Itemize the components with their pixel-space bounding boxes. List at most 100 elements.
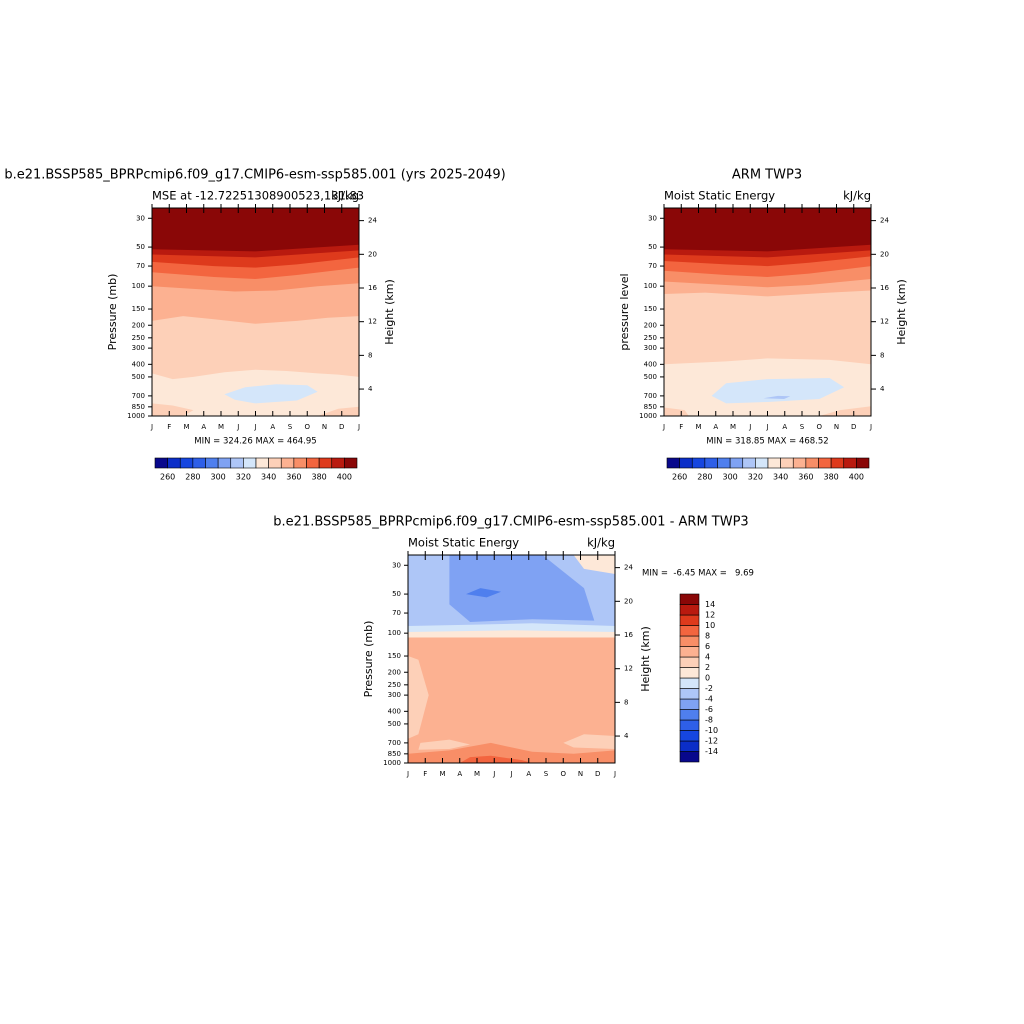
colorbar-label: 400: [849, 473, 864, 482]
colorbar-box: [306, 457, 320, 469]
y-tick-label: 150: [132, 305, 145, 313]
y-axis-label: Pressure (mb): [362, 621, 375, 698]
colorbar-label: 0: [705, 674, 710, 683]
colorbar-label: 4: [705, 653, 710, 662]
y-tick-label: 1000: [127, 412, 145, 420]
colorbar-box: [679, 698, 700, 710]
y2-tick-label: 8: [880, 351, 884, 359]
panel: b.e21.BSSP585_BPRPcmip6.f09_g17.CMIP6-es…: [273, 515, 754, 779]
colorbar-box: [179, 457, 194, 469]
colorbar-box: [755, 457, 769, 469]
colorbar-box: [268, 457, 282, 469]
colorbar-box: [679, 593, 700, 605]
contour-region: [449, 555, 595, 622]
y-tick-label: 500: [644, 373, 657, 381]
x-tick-label: O: [816, 423, 822, 431]
y-tick-label: 70: [392, 609, 401, 617]
x-tick-label: A: [526, 770, 531, 778]
panel: ARM TWP3 Moist Static Energy kJ/kg pressure…: [618, 168, 908, 482]
colorbar-box: [255, 457, 269, 469]
y2-tick-label: 16: [880, 284, 889, 292]
y-tick-label: 100: [132, 282, 145, 290]
contour-region: [664, 407, 689, 416]
x-tick-label: M: [695, 423, 701, 431]
colorbar-box: [679, 635, 700, 647]
colorbar-label: 320: [236, 473, 251, 482]
colorbar-box: [318, 457, 333, 469]
y-tick-label: 1000: [383, 759, 401, 767]
contour-region: [819, 406, 871, 416]
x-tick-label: J: [613, 770, 616, 778]
contour-region: [459, 755, 533, 763]
y-tick-label: 30: [136, 214, 145, 222]
subtitle: MSE at -12.72251308900523,131.83: [152, 189, 364, 203]
subtitle: Moist Static Energy: [664, 189, 775, 203]
colorbar-box: [154, 457, 168, 469]
colorbar-label: 10: [705, 621, 715, 630]
colorbar-box: [205, 457, 219, 469]
x-tick-label: J: [662, 423, 665, 431]
y2-tick-label: 12: [880, 318, 889, 326]
stats: MIN = 318.85 MAX = 468.52: [706, 437, 828, 447]
colorbar-box: [679, 604, 700, 616]
colorbar-box: [742, 457, 756, 469]
colorbar-box: [679, 646, 700, 658]
colorbar-box: [679, 614, 700, 626]
colorbar-box: [767, 457, 781, 469]
contour-region: [317, 406, 359, 416]
colorbar-box: [805, 457, 819, 469]
x-tick-label: S: [288, 423, 293, 431]
colorbar-label: 380: [311, 473, 326, 482]
y2-tick-label: 20: [368, 250, 377, 258]
subtitle: Moist Static Energy: [408, 536, 519, 550]
y2-axis-label: Height (km): [383, 279, 396, 345]
y-tick-label: 400: [644, 360, 657, 368]
units: kJ/kg: [843, 189, 871, 203]
colorbar-label: 300: [722, 473, 737, 482]
colorbar-box: [679, 740, 700, 752]
colorbar-box: [679, 751, 700, 763]
y-tick-label: 70: [648, 262, 657, 270]
y2-tick-label: 12: [624, 665, 633, 673]
colorbar-box: [679, 457, 693, 469]
contour-region: [408, 742, 615, 763]
colorbar-label: -4: [705, 695, 713, 704]
x-tick-label: F: [167, 423, 171, 431]
colorbar-box: [830, 457, 845, 469]
panel: b.e21.BSSP585_BPRPcmip6.f09_g17.CMIP6-es…: [4, 168, 505, 482]
y2-tick-label: 4: [624, 732, 629, 740]
colorbar-label: 300: [210, 473, 225, 482]
y2-tick-label: 12: [368, 318, 377, 326]
y-tick-label: 50: [392, 590, 401, 598]
stats: MIN = 324.26 MAX = 464.95: [194, 437, 316, 447]
colorbar-label: 340: [261, 473, 276, 482]
colorbar-box: [856, 457, 870, 469]
x-tick-label: S: [544, 770, 549, 778]
y2-axis-label: Height (km): [639, 626, 652, 692]
y-tick-label: 400: [388, 707, 401, 715]
contour-region: [763, 395, 791, 399]
y-tick-label: 150: [644, 305, 657, 313]
y-tick-label: 850: [644, 403, 657, 411]
y2-tick-label: 20: [624, 597, 633, 605]
colorbar-box: [818, 457, 832, 469]
colorbar-box: [679, 709, 700, 721]
y-tick-label: 30: [392, 561, 401, 569]
colorbar-label: 320: [748, 473, 763, 482]
x-tick-label: A: [270, 423, 275, 431]
colorbar-label: 8: [705, 632, 710, 641]
y-tick-label: 850: [132, 403, 145, 411]
x-tick-label: M: [183, 423, 189, 431]
contour-region: [408, 656, 429, 739]
y2-tick-label: 8: [368, 351, 372, 359]
x-tick-label: J: [509, 770, 512, 778]
y-tick-label: 200: [644, 321, 657, 329]
colorbar-box: [280, 457, 295, 469]
colorbar-box: [729, 457, 744, 469]
x-tick-label: J: [765, 423, 768, 431]
colorbar-label: 340: [773, 473, 788, 482]
colorbar-label: 2: [705, 663, 710, 672]
colorbar-label: -8: [705, 716, 713, 725]
colorbar-box: [843, 457, 857, 469]
colorbar-label: 360: [798, 473, 813, 482]
